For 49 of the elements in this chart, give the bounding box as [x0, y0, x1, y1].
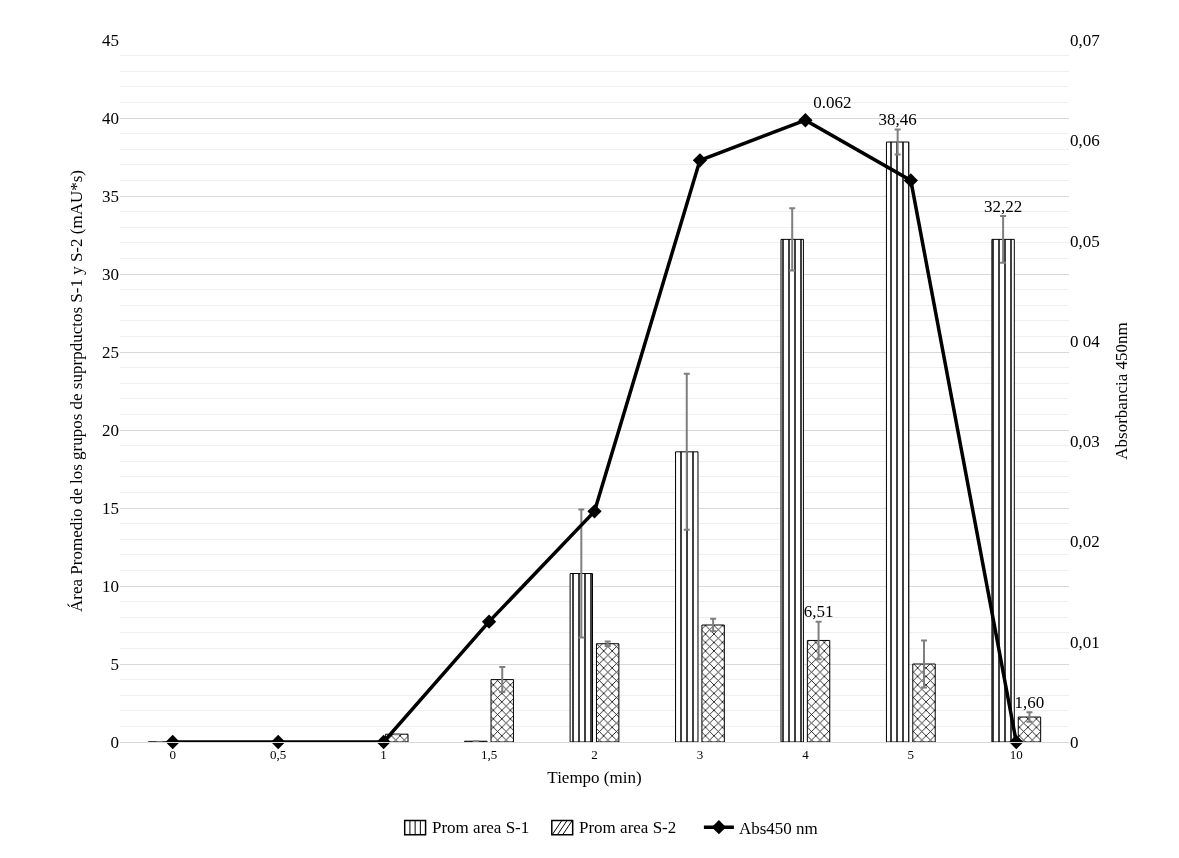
y-tick-label: 35 — [102, 186, 119, 206]
data-label: 38,46 — [878, 110, 917, 130]
x-tick-label: 10 — [1009, 746, 1023, 762]
point — [481, 614, 497, 629]
x-tick-label: 0 — [169, 746, 176, 762]
data-label: 1,60 — [1014, 693, 1045, 713]
x-tick-label: 5 — [907, 746, 915, 762]
bar — [595, 643, 620, 742]
x-tick-label: 3 — [696, 746, 704, 762]
bar — [780, 238, 804, 742]
y-tick-label: 15 — [102, 498, 119, 518]
y2-tick-label: 0,07 — [1070, 30, 1101, 50]
bar — [675, 451, 699, 742]
x-tick-label: 1,5 — [480, 746, 498, 762]
y2-tick-label: 0,05 — [1070, 231, 1100, 251]
data-label: 6,51 — [803, 602, 834, 622]
y2-tick-label: 0,06 — [1070, 131, 1100, 151]
point — [903, 173, 918, 188]
point — [692, 153, 708, 168]
y2-tick-label: 0,02 — [1070, 532, 1100, 552]
x-tick-label: 1 — [380, 746, 387, 762]
y-tick-label: 40 — [102, 108, 119, 128]
bar — [490, 679, 514, 742]
y2-tick-label: 0 04 — [1070, 331, 1101, 351]
bar — [701, 624, 725, 742]
y2-tick-label: 0,03 — [1070, 432, 1100, 452]
y-axis-title: Área Promedio de los grupos de suprpductos S-1 y S-2 (mAU*s) — [66, 170, 86, 612]
legend-label: Prom area S-1 — [432, 818, 530, 837]
point — [587, 504, 602, 519]
x-tick-label: 0,5 — [270, 746, 287, 762]
data-label: 32,22 — [983, 196, 1023, 216]
y2-axis-title: Absorbancia 450nm — [1111, 322, 1131, 460]
x-axis-title: Tiempo (min) — [547, 768, 642, 787]
y-tick-label: 30 — [102, 264, 119, 284]
y-tick-label: 25 — [102, 342, 119, 362]
bar — [569, 573, 594, 742]
legend-label: Abs450 nm — [738, 818, 818, 838]
y-tick-label: 5 — [110, 654, 119, 674]
bar — [912, 663, 936, 742]
y-tick-label: 20 — [102, 420, 119, 440]
y-tick-label: 10 — [102, 576, 119, 596]
y2-tick-label: 0,01 — [1070, 632, 1100, 652]
x-tick-label: 2 — [591, 746, 598, 762]
x-tick-label: 4 — [802, 746, 810, 762]
point — [798, 113, 813, 128]
data-label: 0.062 — [813, 93, 852, 113]
bar — [806, 639, 831, 742]
y-tick-label: 45 — [102, 30, 119, 50]
legend-label: Prom area S-2 — [579, 818, 677, 837]
